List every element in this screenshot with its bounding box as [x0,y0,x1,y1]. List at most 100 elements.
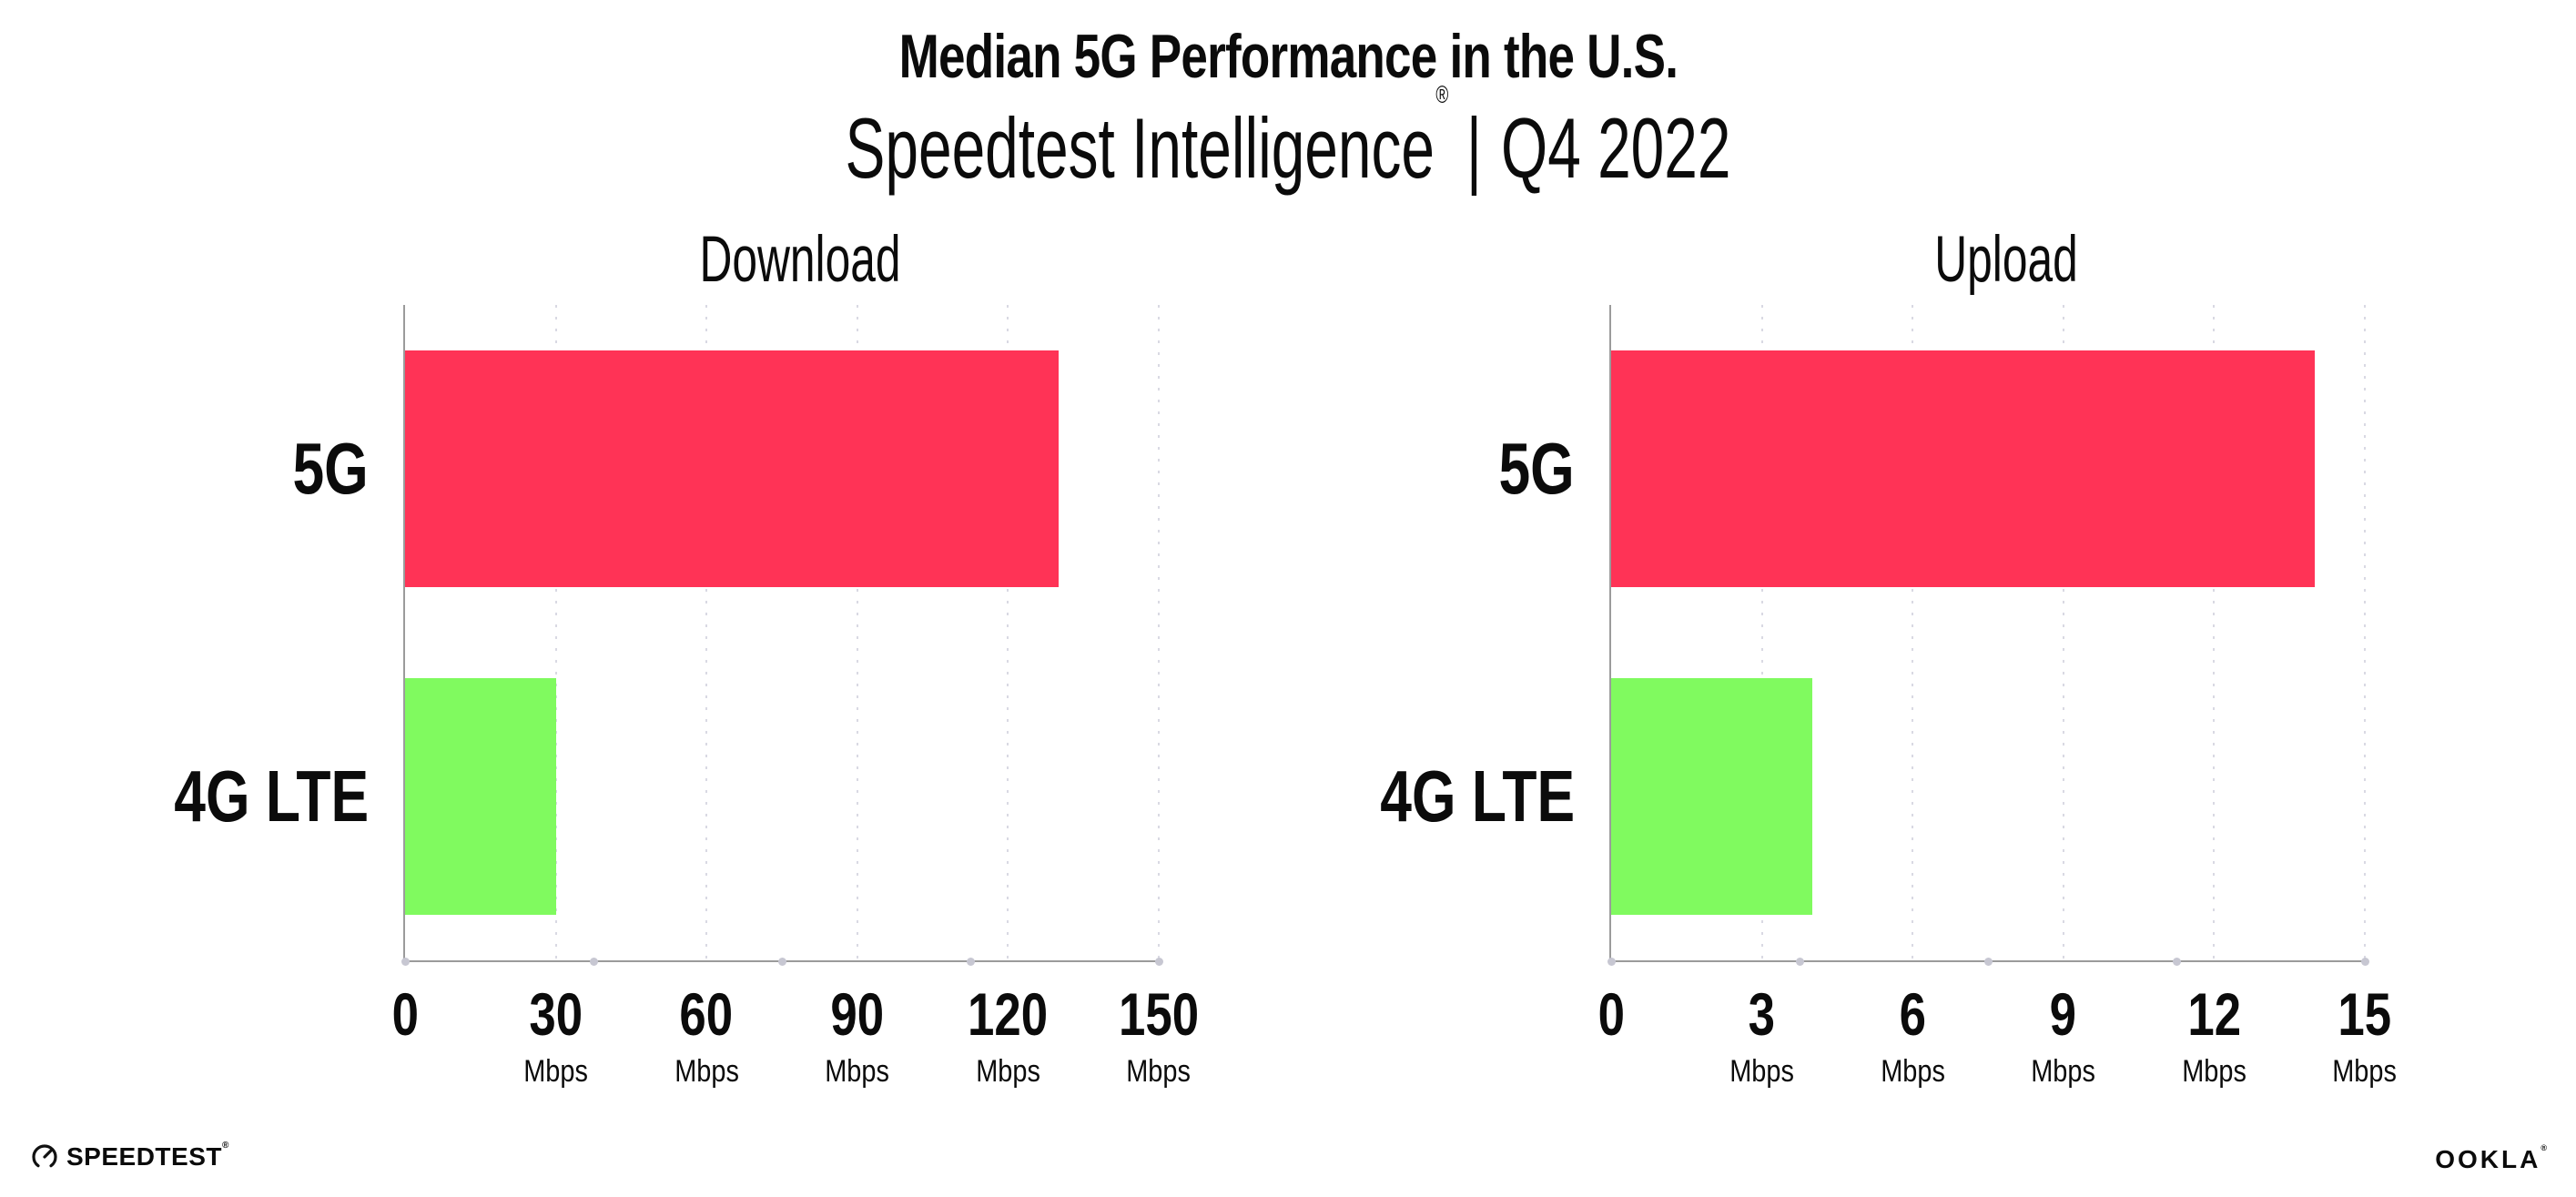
page-subtitle: Speedtest Intelligence® | Q4 2022 [0,82,2576,196]
x-tick-unit-text: Mbps [976,1054,1040,1089]
x-tick-value: 0 [269,984,542,1044]
download-axis-dot [1155,958,1163,966]
x-tick-inner: 0 [269,984,542,1044]
upload-axis-dot [2361,958,2369,966]
download-gridline-90 [856,305,858,960]
page-title: Median 5G Performance in the U.S. [0,25,2576,87]
x-tick-inner: 15 Mbps [2228,984,2501,1087]
category-label-text: 5G [1498,428,1575,509]
x-tick-unit-text: Mbps [1880,1054,1945,1089]
speedtest-logo: SPEEDTEST® [31,1140,229,1171]
x-tick-inner: 3 Mbps [1626,984,1899,1087]
x-tick-unit: Mbps [1022,1056,1295,1087]
page-title-text: Median 5G Performance in the U.S. [898,22,1678,91]
x-tick-unit-text: Mbps [2182,1054,2246,1089]
upload-gridline-9 [2062,305,2064,960]
upload-bar-5g [1611,350,2315,587]
x-tick-value-text: 15 [2338,980,2392,1048]
download-gridline-120 [1007,305,1009,960]
upload-chart-title: Upload [1934,224,2078,296]
category-label-text: 4G LTE [1380,756,1575,837]
upload-axis-dot [1607,958,1616,966]
upload-axis-dot [2173,958,2181,966]
x-tick-inner: 9 Mbps [1927,984,2200,1087]
ookla-logo: OOKLA® [2435,1143,2547,1173]
x-tick-value: 0 [1475,984,1748,1044]
download-bar-5g [405,350,1059,587]
upload-axis-dot [1796,958,1804,966]
x-tick-value-text: 3 [1748,980,1776,1048]
x-tick-unit-text: Mbps [674,1054,739,1089]
x-tick-value-text: 30 [529,980,583,1048]
x-tick-inner: 120 Mbps [871,984,1144,1087]
download-category-label-4g-lte: 4G LTE [119,760,369,833]
x-tick-unit-text: Mbps [2332,1054,2398,1089]
download-axis-dot [967,958,975,966]
upload-category-label-4g-lte: 4G LTE [1325,760,1575,833]
x-tick-inner: 60 Mbps [570,984,843,1087]
x-tick-value: 3 [1626,984,1899,1044]
x-tick-value: 6 [1776,984,2049,1044]
x-tick-unit: Mbps [1776,1056,2049,1087]
x-tick-inner: 30 Mbps [420,984,693,1087]
upload-bar-4g-lte [1611,677,1812,915]
x-tick-inner: 12 Mbps [2077,984,2350,1087]
speedtest-wordmark: SPEEDTEST® [66,1140,229,1171]
upload-gridline-12 [2213,305,2216,960]
x-tick-unit: Mbps [420,1056,693,1087]
upload-gridline-15 [2364,305,2366,960]
x-tick-value: 60 [570,984,843,1044]
download-plot: 5G 4G LTE 0 30 Mbps 60 Mbps 90 Mbps 120 Mbps 150 Mbp… [174,305,1199,1087]
subtitle-separator: | [1465,100,1483,196]
x-tick-unit: Mbps [871,1056,1144,1087]
speedtest-trademark-icon: ® [221,1140,229,1151]
x-tick-unit-text: Mbps [2031,1054,2096,1089]
x-tick-inner: 0 [1475,984,1748,1044]
page-subtitle-text: Speedtest Intelligence® | Q4 2022 [846,82,1731,196]
x-tick-value: 30 [420,984,693,1044]
x-tick-unit-text: Mbps [825,1054,890,1089]
download-chart-title: Download [699,224,901,296]
download-gridline-30 [554,305,557,960]
x-tick-value: 9 [1927,984,2200,1044]
registered-mark-icon: ® [1435,80,1449,108]
x-tick-value: 150 [1022,984,1295,1044]
x-tick-value: 90 [721,984,994,1044]
speedtest-gauge-icon [32,1144,57,1170]
x-tick-value-text: 12 [2187,980,2241,1048]
upload-gridline-6 [1912,305,1914,960]
x-tick-value-text: 0 [391,980,419,1048]
x-tick-inner: 90 Mbps [721,984,994,1087]
x-tick-unit: Mbps [1927,1056,2200,1087]
ookla-registered-icon: ® [2541,1142,2547,1152]
ookla-wordmark: OOKLA [2435,1145,2541,1173]
download-bar-4g-lte [405,677,556,915]
x-tick-unit: Mbps [570,1056,843,1087]
x-tick-unit-text: Mbps [1126,1054,1192,1089]
download-axis-dot [401,958,410,966]
x-tick-unit-text: Mbps [523,1054,588,1089]
download-gridline-150 [1158,305,1160,960]
category-label-text: 4G LTE [174,756,369,837]
x-tick-value: 120 [871,984,1144,1044]
download-category-label-5g: 5G [271,432,369,505]
x-tick-value-text: 120 [968,980,1049,1048]
x-tick-value-text: 0 [1597,980,1625,1048]
x-tick-value: 15 [2228,984,2501,1044]
download-axis-dot [590,958,598,966]
x-tick-value-text: 9 [2050,980,2077,1048]
x-tick-inner: 6 Mbps [1776,984,2049,1087]
category-label-text: 5G [292,428,369,509]
upload-category-label-5g: 5G [1477,432,1575,505]
x-tick-value-text: 150 [1118,980,1200,1048]
x-tick-inner: 150 Mbps [1022,984,1295,1087]
x-tick-unit: Mbps [721,1056,994,1087]
download-gridline-60 [705,305,708,960]
subtitle-period: Q4 2022 [1501,100,1731,196]
subtitle-brand: Speedtest Intelligence [845,100,1435,196]
upload-plot: 5G 4G LTE 0 3 Mbps 6 Mbps 9 Mbps 12 Mbps 15 Mbps [1380,305,2397,1087]
x-tick-value: 12 [2077,984,2350,1044]
x-tick-unit-text: Mbps [1729,1054,1794,1089]
upload-gridline-3 [1760,305,1763,960]
